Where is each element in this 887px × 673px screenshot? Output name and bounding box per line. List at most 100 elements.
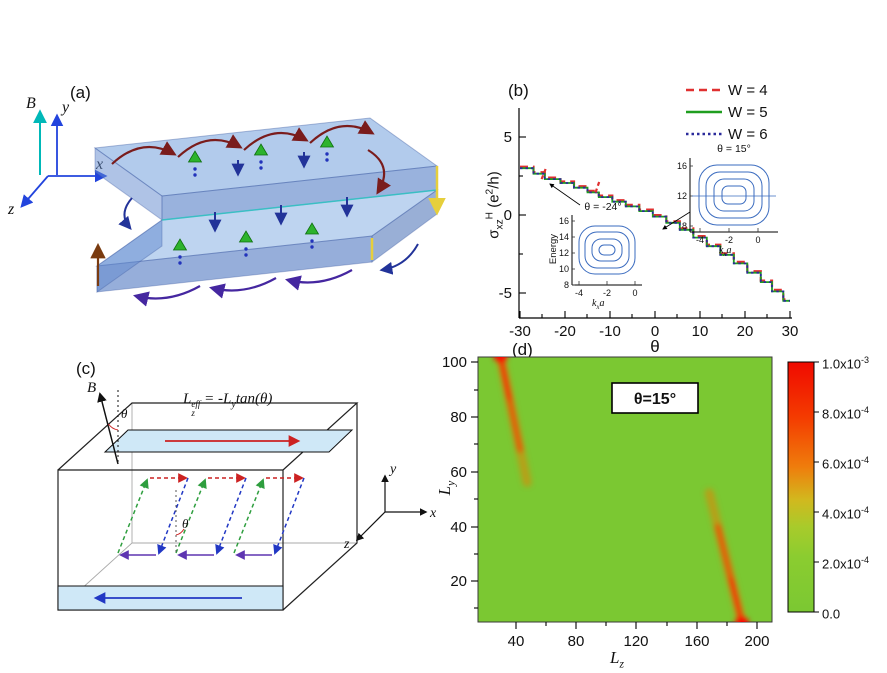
x-tick-20: 20 — [737, 323, 754, 340]
inset-right: 16 12 8 -4 -2 0 θ = 15° — [662, 143, 778, 245]
d-x-tick-200: 200 — [744, 633, 769, 650]
formula-sub-y: y — [231, 399, 236, 410]
x-tick-0: 0 — [651, 323, 659, 340]
spin-down-arrows — [208, 152, 354, 233]
k-symbol: k — [592, 298, 597, 309]
colorbar-label-2e-4: 2.0x10-4 — [822, 555, 870, 572]
panel-d-label: (d) — [512, 340, 533, 359]
y-tick-0: 0 — [504, 207, 512, 224]
colorbar-label-0: 0.0 — [822, 606, 841, 622]
inset-left-ytick-10: 10 — [559, 264, 569, 274]
inset-right-xtick-neg2: -2 — [725, 235, 733, 245]
top-surface-current-arrows — [111, 120, 392, 195]
Ly-sub: y — [444, 480, 458, 486]
x-tick-neg10: -10 — [599, 323, 621, 340]
k-tail: a — [726, 245, 732, 256]
inset-right-ytick-12: 12 — [677, 191, 687, 201]
inner-theta-label: θ — [182, 516, 189, 531]
b-axis-label: B — [26, 95, 36, 112]
k-subscript: x — [596, 304, 600, 311]
inset-left: 16 14 12 10 8 -4 -2 0 θ = -24° — [549, 183, 642, 298]
panel-b-tick-labels: 5 0 -5 -30 -20 -10 0 10 20 30 — [499, 129, 799, 340]
x-tick-neg20: -20 — [554, 323, 576, 340]
units-close: /h) — [485, 171, 503, 189]
d-y-tick-20: 20 — [450, 573, 467, 590]
formula-L: L — [183, 391, 192, 407]
w4-deviation-spikes — [540, 168, 601, 193]
panel-b-ticks — [519, 136, 791, 318]
colorbar-label-1e-3: 1.0x10-3 — [822, 355, 870, 372]
x-tick-10: 10 — [692, 323, 709, 340]
Lz-sub: z — [619, 657, 624, 671]
inset-left-ylabel: Energy — [548, 233, 559, 265]
slab-3d — [93, 117, 439, 293]
inset-right-xlabel: kxa — [719, 245, 731, 258]
colorbar-ticks — [814, 361, 819, 613]
side-hinge-arrows — [90, 166, 446, 286]
heatmap-hinge-streaks — [493, 357, 749, 622]
inset-left-ytick-16: 16 — [559, 216, 569, 226]
formula-sup-eff: eff — [191, 399, 201, 409]
formula-equals: = -L — [200, 391, 232, 407]
hinge-edge-highlight — [161, 189, 438, 221]
colorbar-label-6e-4: 6.0x10-4 — [822, 455, 870, 472]
Lz-base: L — [610, 648, 620, 667]
inset-left-ytick-14: 14 — [559, 232, 569, 242]
panel-a-axes: B y x z — [7, 95, 108, 218]
inset-left-xlabel: kxa — [592, 298, 604, 311]
inset-left-xtick-0: 0 — [632, 288, 637, 298]
spin-dots — [178, 152, 329, 265]
inset-left-xtick-neg4: -4 — [575, 288, 583, 298]
inset-left-xtick-neg2: -2 — [603, 288, 611, 298]
c-z-axis-label: z — [343, 537, 350, 552]
b-field-label: B — [87, 380, 96, 396]
panel-b-legend: W = 4 W = 5 W = 6 — [686, 82, 768, 143]
sigma-symbol: σ — [485, 229, 503, 239]
inset-right-ytick-8: 8 — [682, 221, 687, 231]
formula-sub-z: z — [191, 408, 195, 418]
colorbar-label-4e-4: 4.0x10-4 — [822, 505, 870, 522]
d-y-tick-60: 60 — [450, 464, 467, 481]
d-y-tick-80: 80 — [450, 409, 467, 426]
heatmap-features-clip — [493, 357, 749, 622]
bottom-surface-current-arrows — [133, 269, 353, 307]
right-corner-turn-arrow — [379, 243, 419, 275]
panel-b-xlabel: θ — [650, 337, 659, 356]
y-axis-label: y — [60, 99, 70, 116]
inset-left-subbands — [578, 225, 636, 275]
k-tail: a — [599, 298, 605, 309]
spin-cones — [172, 135, 335, 251]
d-y-tick-100: 100 — [442, 354, 467, 371]
panel-d-ylabel: Ly — [435, 468, 458, 508]
x-tick-neg30: -30 — [509, 323, 531, 340]
panel-d: (d) θ=15° 40 80 120 160 200 100 80 60 40… — [442, 340, 819, 650]
d-x-tick-40: 40 — [508, 633, 525, 650]
curve-w6 — [520, 167, 790, 302]
units-exponent: 2 — [484, 188, 496, 195]
inset-right-xtick-0: 0 — [755, 235, 760, 245]
c-y-axis-label: y — [388, 462, 397, 477]
curve-w4 — [520, 165, 790, 301]
legend-label-w6: W = 6 — [728, 126, 768, 143]
z-axis-arrow — [20, 175, 49, 208]
annotation-theta: θ=15° — [634, 391, 676, 408]
inset-left-title: θ = -24° — [584, 201, 621, 213]
inset-right-ytick-16: 16 — [677, 161, 687, 171]
z-axis-label: z — [7, 201, 15, 218]
legend-label-w5: W = 5 — [728, 104, 768, 121]
inset-right-title: θ = 15° — [717, 143, 751, 155]
colorbar — [787, 361, 815, 613]
panel-b-ylabel: σxzH (e2/h) — [484, 133, 506, 278]
d-x-tick-160: 160 — [684, 633, 709, 650]
inset-right-xtick-neg4: -4 — [696, 235, 704, 245]
sigma-superscript: H — [484, 211, 496, 220]
panel-c: (c) θ — [57, 359, 437, 611]
units-open: (e — [485, 194, 503, 212]
inset-right-pointer-arrow — [662, 211, 691, 230]
panel-d-tick-labels: 40 80 120 160 200 100 80 60 40 20 — [442, 354, 770, 650]
x-tick-30: 30 — [782, 323, 799, 340]
c-z-axis-arrow — [355, 511, 386, 542]
panel-c-label: (c) — [76, 359, 96, 378]
